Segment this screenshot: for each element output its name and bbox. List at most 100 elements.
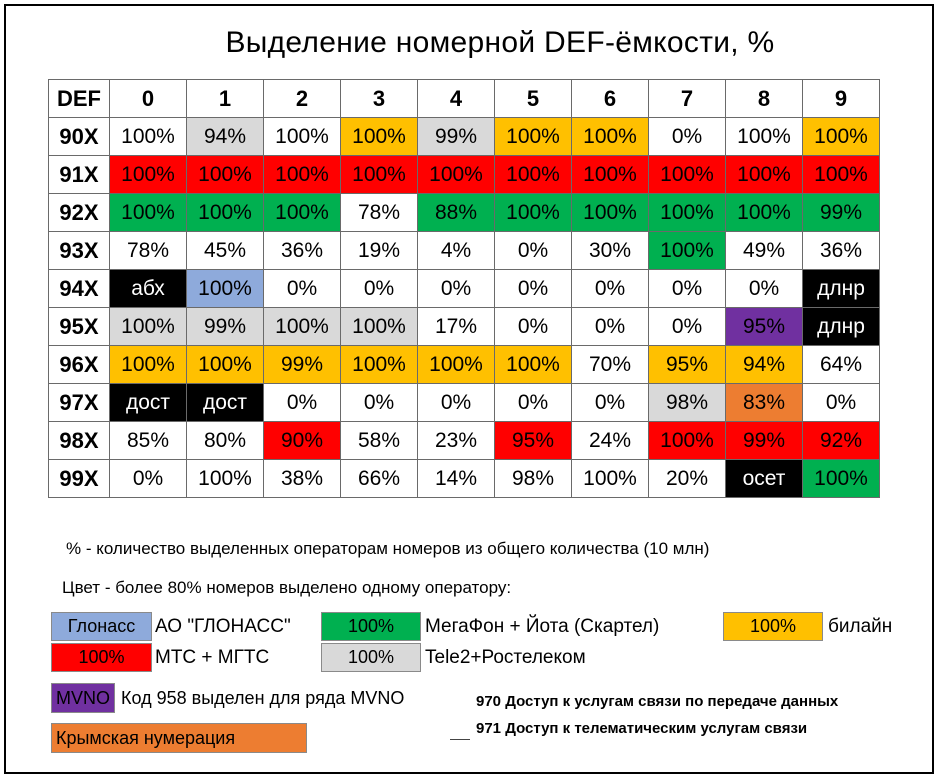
table-cell: 64% [802,345,880,384]
table-cell: 100% [186,155,264,194]
outer-frame [4,4,934,774]
table-cell: 90% [263,421,341,460]
table-row: 95X 100% 99% 100% 100% 17% 0% 0% 0% 95% длнр [48,307,880,346]
legend-swatch-crimea: Крымская нумерация [51,723,307,753]
table-cell: 24% [571,421,649,460]
table-cell: 66% [340,459,418,498]
table-cell: 0% [494,231,572,270]
table-cell: дост [109,383,187,422]
table-cell: 0% [494,269,572,308]
table-cell: 100% [648,231,726,270]
table-cell: 100% [186,459,264,498]
table-cell: 100% [186,193,264,232]
table-cell: 100% [494,155,572,194]
code-971-note: 971 Доступ к телематическим услугам связ… [476,720,808,737]
table-cell: 58% [340,421,418,460]
table-cell: 100% [186,345,264,384]
table-cell: 23% [417,421,495,460]
code-970-note: 970 Доступ к услугам связи по передаче д… [476,693,839,710]
table-cell: 0% [109,459,187,498]
table-cell: 0% [340,383,418,422]
table-cell: 78% [340,193,418,232]
table-cell: 100% [802,459,880,498]
table-cell: 0% [417,383,495,422]
table-cell: 0% [417,269,495,308]
table-cell: 100% [109,193,187,232]
table-cell: 100% [263,155,341,194]
table-cell: 100% [725,117,803,156]
table-row: 90X 100% 94% 100% 100% 99% 100% 100% 0% 100% 100% [48,117,880,156]
table-cell: 98% [648,383,726,422]
table-cell: 0% [571,383,649,422]
table-cell: 0% [648,307,726,346]
table-cell: 0% [263,269,341,308]
table-cell: 45% [186,231,264,270]
column-header: 1 [186,79,264,118]
table-cell: 0% [263,383,341,422]
table-cell: 100% [186,269,264,308]
underline-971 [450,739,470,740]
legend-label-megafon: МегаФон + Йота (Скартел) [425,616,660,637]
table-cell: 100% [648,155,726,194]
table-cell: 100% [109,307,187,346]
header-row: DEF 0 1 2 3 4 5 6 7 8 9 [48,79,880,118]
table-cell: длнр [802,307,880,346]
row-header: 95X [48,307,110,346]
row-header: 91X [48,155,110,194]
table-cell: 36% [802,231,880,270]
corner-header: DEF [48,79,110,118]
page-title: Выделение номерной DEF-ёмкости, % [225,26,775,59]
table-cell: 94% [725,345,803,384]
column-header: 2 [263,79,341,118]
legend-label-glonass: АО "ГЛОНАСС" [155,616,291,637]
table-cell: дост [186,383,264,422]
row-header: 99X [48,459,110,498]
table-cell: 4% [417,231,495,270]
color-note: Цвет - более 80% номеров выделено одному… [62,578,512,597]
table-cell: 100% [417,155,495,194]
column-header: 5 [494,79,572,118]
legend-swatch-glonass: Глонасс [51,612,152,641]
legend-label-mts: МТС + МГТС [155,647,270,668]
column-header: 0 [109,79,187,118]
table-cell: 78% [109,231,187,270]
legend-swatch-megafon: 100% [321,612,421,641]
percent-note: % - количество выделенных операторам ном… [66,539,710,558]
column-header: 7 [648,79,726,118]
table-cell: 0% [571,269,649,308]
table-cell: 0% [494,383,572,422]
table-cell: 100% [494,117,572,156]
table-cell: 100% [648,421,726,460]
table-cell: 100% [417,345,495,384]
table-cell: 49% [725,231,803,270]
table-cell: 99% [802,193,880,232]
table-cell: 98% [494,459,572,498]
table-cell: 100% [263,117,341,156]
legend-label-tele2: Tele2+Ростелеком [425,647,586,668]
legend-swatch-mts: 100% [51,643,152,672]
table-cell: 100% [802,155,880,194]
table-cell: 95% [494,421,572,460]
table-cell: 100% [571,155,649,194]
table-cell: 100% [340,307,418,346]
table-cell: 100% [725,155,803,194]
row-header: 90X [48,117,110,156]
row-header: 94X [48,269,110,308]
legend-swatch-beeline: 100% [723,612,823,641]
table-cell: 100% [571,459,649,498]
legend-label-beeline: билайн [828,616,893,637]
table-cell: 100% [340,117,418,156]
table-cell: 38% [263,459,341,498]
column-header: 6 [571,79,649,118]
table-row: 94X абх 100% 0% 0% 0% 0% 0% 0% 0% длнр [48,269,880,308]
table-row: 92X 100% 100% 100% 78% 88% 100% 100% 100% 100% 99% [48,193,880,232]
table-cell: 99% [725,421,803,460]
table-cell: 20% [648,459,726,498]
table-cell: 100% [725,193,803,232]
table-cell: 100% [263,193,341,232]
table-row: 91X 100% 100% 100% 100% 100% 100% 100% 100% 100% 1… [48,155,880,194]
table-cell: абх [109,269,187,308]
row-header: 92X [48,193,110,232]
table-row: 99X 0% 100% 38% 66% 14% 98% 100% 20% осет 100% [48,459,880,498]
def-capacity-table: DEF 0 1 2 3 4 5 6 7 8 9 90X 100% 94% 100% 100% 99% 100% 10… [48,79,880,498]
